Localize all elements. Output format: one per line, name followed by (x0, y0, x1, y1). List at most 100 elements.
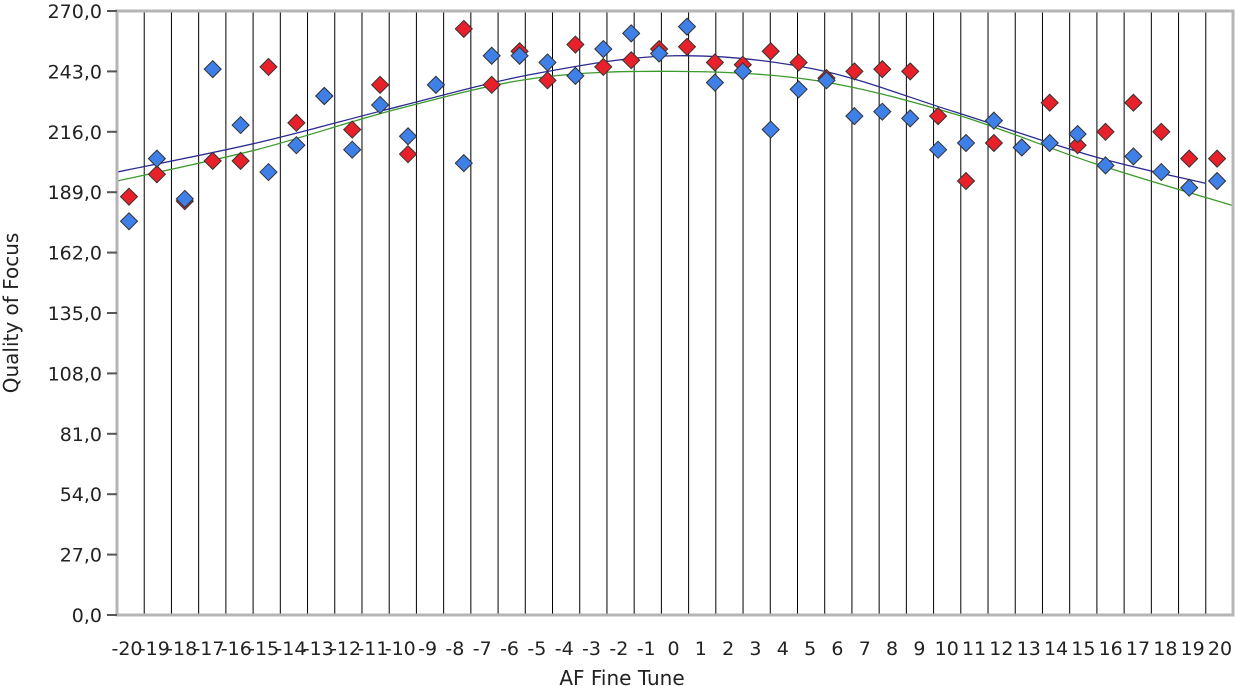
data-point-diamond (956, 171, 976, 191)
data-point-diamond (761, 42, 780, 61)
data-point-diamond (900, 109, 920, 128)
trendlines (116, 55, 1234, 207)
x-tick-label: -16 (221, 638, 252, 660)
data-point-diamond (649, 44, 669, 63)
x-tick-label: 11 (962, 638, 986, 660)
x-tick-label: 10 (935, 638, 959, 660)
x-tick-label: 19 (1181, 638, 1205, 660)
y-tick-label: 81,0 (60, 424, 102, 446)
data-point-diamond (119, 212, 139, 231)
data-point-diamond (287, 113, 306, 133)
data-point-diamond (370, 75, 390, 95)
y-axis-ticks: 0,0 27,0 54,0 81,0 108,0 135,0 162,0 189,0 216,0… (48, 1, 117, 627)
data-point-diamond (1124, 93, 1143, 112)
x-tick-label: -11 (357, 638, 388, 660)
x-tick-label: -2 (609, 638, 628, 660)
data-point-diamond (426, 75, 446, 95)
x-tick-label: 13 (1017, 638, 1041, 660)
data-point-diamond (538, 71, 557, 90)
data-point-diamond (510, 46, 529, 65)
x-tick-label: 3 (749, 638, 761, 660)
data-point-diamond (147, 149, 167, 168)
data-point-diamond (1040, 133, 1059, 153)
data-point-diamond (454, 19, 474, 39)
data-point-diamond (203, 59, 222, 79)
data-point-diamond (231, 151, 250, 171)
data-point-diamond (203, 151, 222, 171)
data-point-diamond (873, 102, 892, 121)
data-point-diamond (315, 86, 334, 106)
data-point-diamond (1152, 122, 1171, 142)
x-tick-label: 8 (886, 638, 898, 660)
x-tick-label: -14 (275, 638, 306, 660)
data-point-diamond (956, 133, 976, 153)
data-point-diamond (231, 115, 250, 135)
data-point-diamond (454, 153, 474, 173)
data-point-diamond (1012, 138, 1032, 157)
data-point-diamond (817, 71, 836, 90)
x-tick-label: -15 (248, 638, 279, 660)
x-tick-label: 16 (1099, 638, 1123, 660)
data-point-diamond (621, 51, 641, 70)
data-point-diamond (1207, 149, 1227, 168)
data-point-diamond (482, 75, 501, 95)
data-point-diamond (984, 133, 1004, 153)
data-point-diamond (342, 120, 362, 139)
data-point-diamond (566, 35, 585, 54)
data-point-diamond (147, 165, 167, 184)
x-tick-label: 2 (722, 638, 734, 660)
data-point-diamond (621, 24, 641, 43)
x-tick-label: -10 (385, 638, 416, 660)
y-tick-label: 243,0 (48, 61, 102, 83)
data-point-diamond (370, 95, 390, 115)
data-point-diamond (789, 53, 808, 72)
x-tick-label: 7 (859, 638, 871, 660)
data-point-diamond (705, 73, 725, 92)
y-tick-label: 0,0 (72, 605, 102, 627)
data-point-diamond (594, 57, 613, 77)
y-tick-label: 162,0 (48, 243, 102, 265)
data-point-diamond (873, 59, 892, 79)
x-tick-label: -4 (555, 638, 574, 660)
y-tick-label: 189,0 (48, 182, 102, 204)
x-tick-label: -3 (582, 638, 601, 660)
data-point-diamond (677, 37, 697, 56)
data-point-diamond (1179, 149, 1199, 168)
x-axis-title: AF Fine Tune (559, 666, 684, 686)
trendline (116, 70, 1234, 207)
data-point-diamond (538, 53, 557, 72)
vertical-gridlines (143, 11, 1207, 615)
data-point-diamond (594, 39, 613, 59)
x-tick-label: -20 (111, 638, 142, 660)
x-tick-label: -19 (139, 638, 170, 660)
data-point-diamond (1207, 171, 1227, 191)
y-tick-label: 216,0 (48, 122, 102, 144)
y-tick-label: 27,0 (60, 545, 102, 567)
plot-background (117, 11, 1233, 615)
data-points (119, 17, 1236, 235)
data-point-diamond (175, 189, 195, 209)
x-tick-label: -17 (193, 638, 224, 660)
data-point-diamond (398, 144, 418, 164)
data-point-diamond (259, 57, 278, 77)
data-point-diamond (677, 17, 697, 36)
x-tick-label: 15 (1071, 638, 1095, 660)
data-point-diamond (1068, 124, 1087, 144)
data-point-diamond (845, 62, 864, 81)
x-tick-label: 6 (831, 638, 843, 660)
x-tick-label: 0 (667, 638, 679, 660)
data-point-diamond (984, 111, 1004, 130)
data-point-diamond (845, 106, 864, 126)
y-tick-label: 108,0 (48, 363, 102, 385)
x-tick-label: 14 (1044, 638, 1068, 660)
x-tick-label: 18 (1153, 638, 1177, 660)
x-tick-label: -12 (330, 638, 361, 660)
data-point-diamond (1068, 136, 1087, 155)
data-point-diamond (1040, 93, 1059, 112)
x-tick-label: 20 (1208, 638, 1232, 660)
x-axis-ticks: -20-19-18-17-16-15-14-13-12-11-10 -9 -8 -7-… (111, 638, 1232, 660)
y-tick-label: 270,0 (48, 1, 102, 23)
data-point-diamond (1152, 162, 1171, 182)
x-tick-label: -8 (445, 638, 464, 660)
